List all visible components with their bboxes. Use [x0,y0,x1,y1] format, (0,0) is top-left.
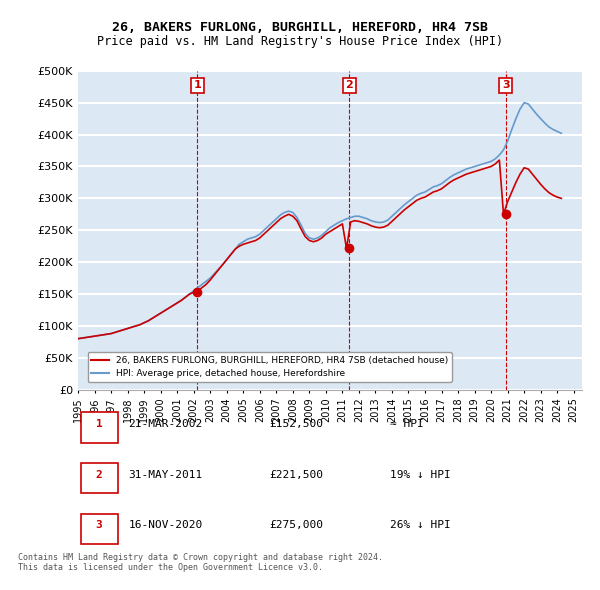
Text: Price paid vs. HM Land Registry's House Price Index (HPI): Price paid vs. HM Land Registry's House … [97,35,503,48]
Text: £275,000: £275,000 [269,520,323,530]
Text: 1: 1 [96,419,103,429]
Text: Contains HM Land Registry data © Crown copyright and database right 2024.
This d: Contains HM Land Registry data © Crown c… [18,553,383,572]
Text: 21-MAR-2002: 21-MAR-2002 [128,419,203,429]
Legend: 26, BAKERS FURLONG, BURGHILL, HEREFORD, HR4 7SB (detached house), HPI: Average p: 26, BAKERS FURLONG, BURGHILL, HEREFORD, … [88,352,452,382]
Text: 16-NOV-2020: 16-NOV-2020 [128,520,203,530]
Text: 26, BAKERS FURLONG, BURGHILL, HEREFORD, HR4 7SB: 26, BAKERS FURLONG, BURGHILL, HEREFORD, … [112,21,488,34]
Text: £221,500: £221,500 [269,470,323,480]
Text: ≈ HPI: ≈ HPI [391,419,424,429]
Text: £152,500: £152,500 [269,419,323,429]
Text: 2: 2 [346,80,353,90]
Text: 2: 2 [96,470,103,480]
Text: 19% ↓ HPI: 19% ↓ HPI [391,470,451,480]
FancyBboxPatch shape [80,412,118,442]
Text: 1: 1 [193,80,201,90]
Text: 3: 3 [96,520,103,530]
Text: 26% ↓ HPI: 26% ↓ HPI [391,520,451,530]
Text: 31-MAY-2011: 31-MAY-2011 [128,470,203,480]
Text: 3: 3 [502,80,509,90]
FancyBboxPatch shape [80,514,118,545]
FancyBboxPatch shape [80,463,118,493]
